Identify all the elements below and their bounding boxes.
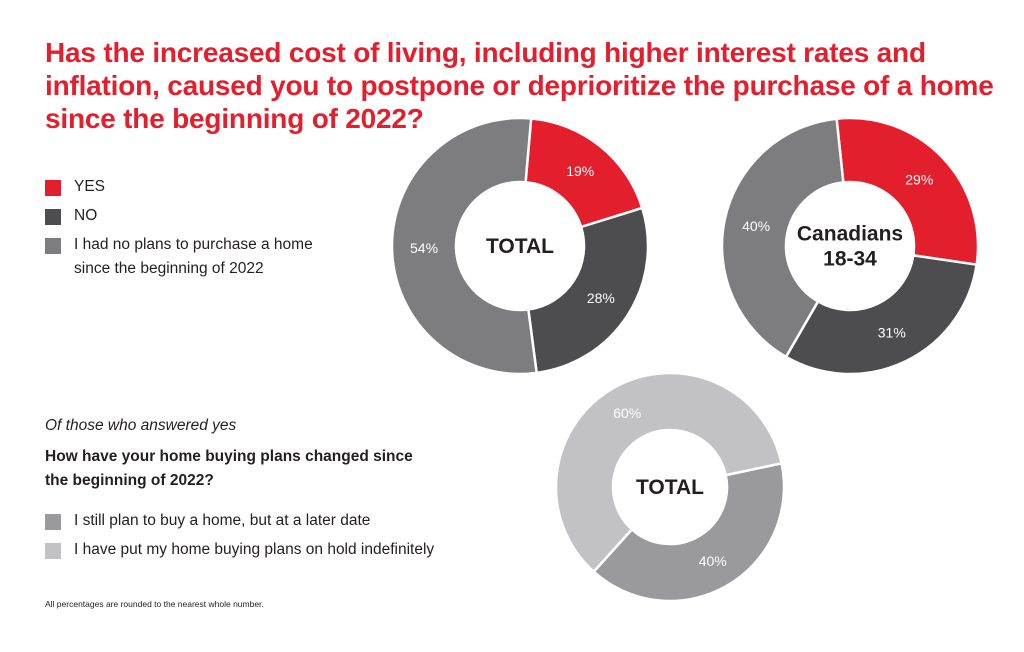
slice-label: 31% (878, 324, 906, 340)
title-line: since the beginning of 2022? (45, 103, 424, 134)
donut-slice (784, 253, 979, 376)
legend-swatch (45, 180, 61, 196)
legend-item-on-hold: I have put my home buying plans on hold … (45, 538, 434, 562)
subquestion-intro: Of those who answered yes (45, 417, 237, 434)
legend-swatch (45, 238, 61, 254)
legend-label: I have put my home buying plans on hold … (74, 541, 435, 558)
legend-label: I still plan to buy a home, but at a lat… (74, 512, 371, 529)
subquestion-title: How have your home buying plans changed … (45, 445, 465, 493)
donut-slice (835, 116, 980, 267)
donut-slice (591, 461, 786, 603)
slice-label: 60% (613, 405, 641, 421)
donut-center-label: TOTAL (486, 235, 554, 258)
legend-label: I had no plans to purchase a home (74, 236, 313, 253)
subquestion-line: the beginning of 2022? (45, 472, 214, 489)
title-line: Has the increased cost of living, includ… (45, 37, 926, 68)
title-line: inflation, caused you to postpone or dep… (45, 70, 994, 101)
donut-slice (720, 117, 845, 359)
slice-label: 28% (587, 290, 615, 306)
slice-label: 40% (699, 553, 727, 569)
main-legend: YES NO I had no plans to purchase a home… (45, 175, 313, 286)
legend-item-no-plans: I had no plans to purchase a home since … (45, 233, 313, 281)
donut-center-label: 18-34 (823, 248, 877, 271)
donut-chart: 19% 28% 54% TOTAL (390, 116, 650, 376)
legend-label: NO (74, 207, 98, 224)
slice-label: 29% (905, 172, 933, 188)
legend-swatch (45, 209, 61, 225)
legend-item-yes: YES (45, 175, 313, 199)
legend-label: since the beginning of 2022 (74, 260, 264, 277)
sub-legend: I still plan to buy a home, but at a lat… (45, 509, 434, 567)
slice-label: 40% (742, 218, 770, 234)
donut-chart: 40% 60% TOTAL (554, 371, 786, 603)
slice-label: 19% (566, 163, 594, 179)
donut-slice (554, 371, 783, 574)
legend-swatch (45, 514, 61, 530)
donut-slice (526, 206, 650, 375)
footnote: All percentages are rounded to the neare… (45, 599, 264, 609)
subquestion-line: How have your home buying plans changed … (45, 448, 413, 465)
legend-item-later-date: I still plan to buy a home, but at a lat… (45, 509, 434, 533)
donut-center-label: Canadians (797, 223, 903, 246)
donut-slice (390, 116, 539, 376)
legend-swatch (45, 543, 61, 559)
slice-label: 54% (410, 240, 438, 256)
page-title: Has the increased cost of living, includ… (45, 36, 1005, 135)
donut-center-label: TOTAL (636, 476, 704, 499)
legend-label: YES (74, 178, 106, 195)
donut-slice (524, 117, 644, 229)
legend-item-no: NO (45, 204, 313, 228)
